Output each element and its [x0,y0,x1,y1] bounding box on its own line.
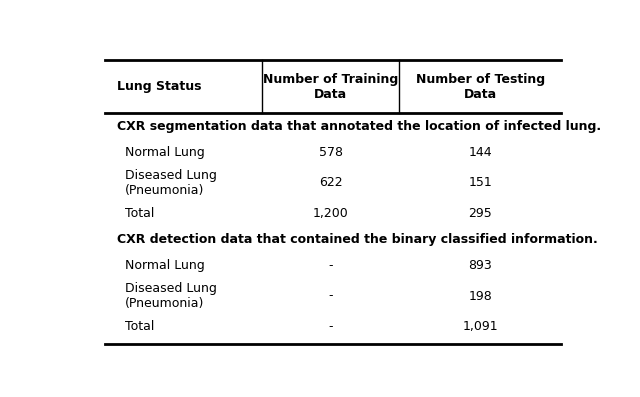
Text: -: - [328,259,333,272]
Text: Total: Total [125,320,154,333]
Text: 578: 578 [319,146,342,159]
Text: CXR segmentation data that annotated the location of infected lung.: CXR segmentation data that annotated the… [117,120,602,133]
Text: 151: 151 [468,176,492,189]
Text: Lung Status: Lung Status [117,80,202,93]
Text: -: - [328,289,333,303]
Text: 198: 198 [468,289,492,303]
Text: -: - [328,320,333,333]
Text: 144: 144 [468,146,492,159]
Text: CXR detection data that contained the binary classified information.: CXR detection data that contained the bi… [117,233,598,246]
Text: Diseased Lung
(Pneumonia): Diseased Lung (Pneumonia) [125,169,216,197]
Text: Total: Total [125,207,154,220]
Text: 295: 295 [468,207,492,220]
Text: Number of Training
Data: Number of Training Data [263,73,398,100]
Text: 1,091: 1,091 [462,320,498,333]
Text: Number of Testing
Data: Number of Testing Data [415,73,545,100]
Text: 1,200: 1,200 [313,207,349,220]
Text: Normal Lung: Normal Lung [125,259,204,272]
Text: Normal Lung: Normal Lung [125,146,204,159]
Text: 622: 622 [319,176,342,189]
Text: Diseased Lung
(Pneumonia): Diseased Lung (Pneumonia) [125,282,216,310]
Text: 893: 893 [468,259,492,272]
